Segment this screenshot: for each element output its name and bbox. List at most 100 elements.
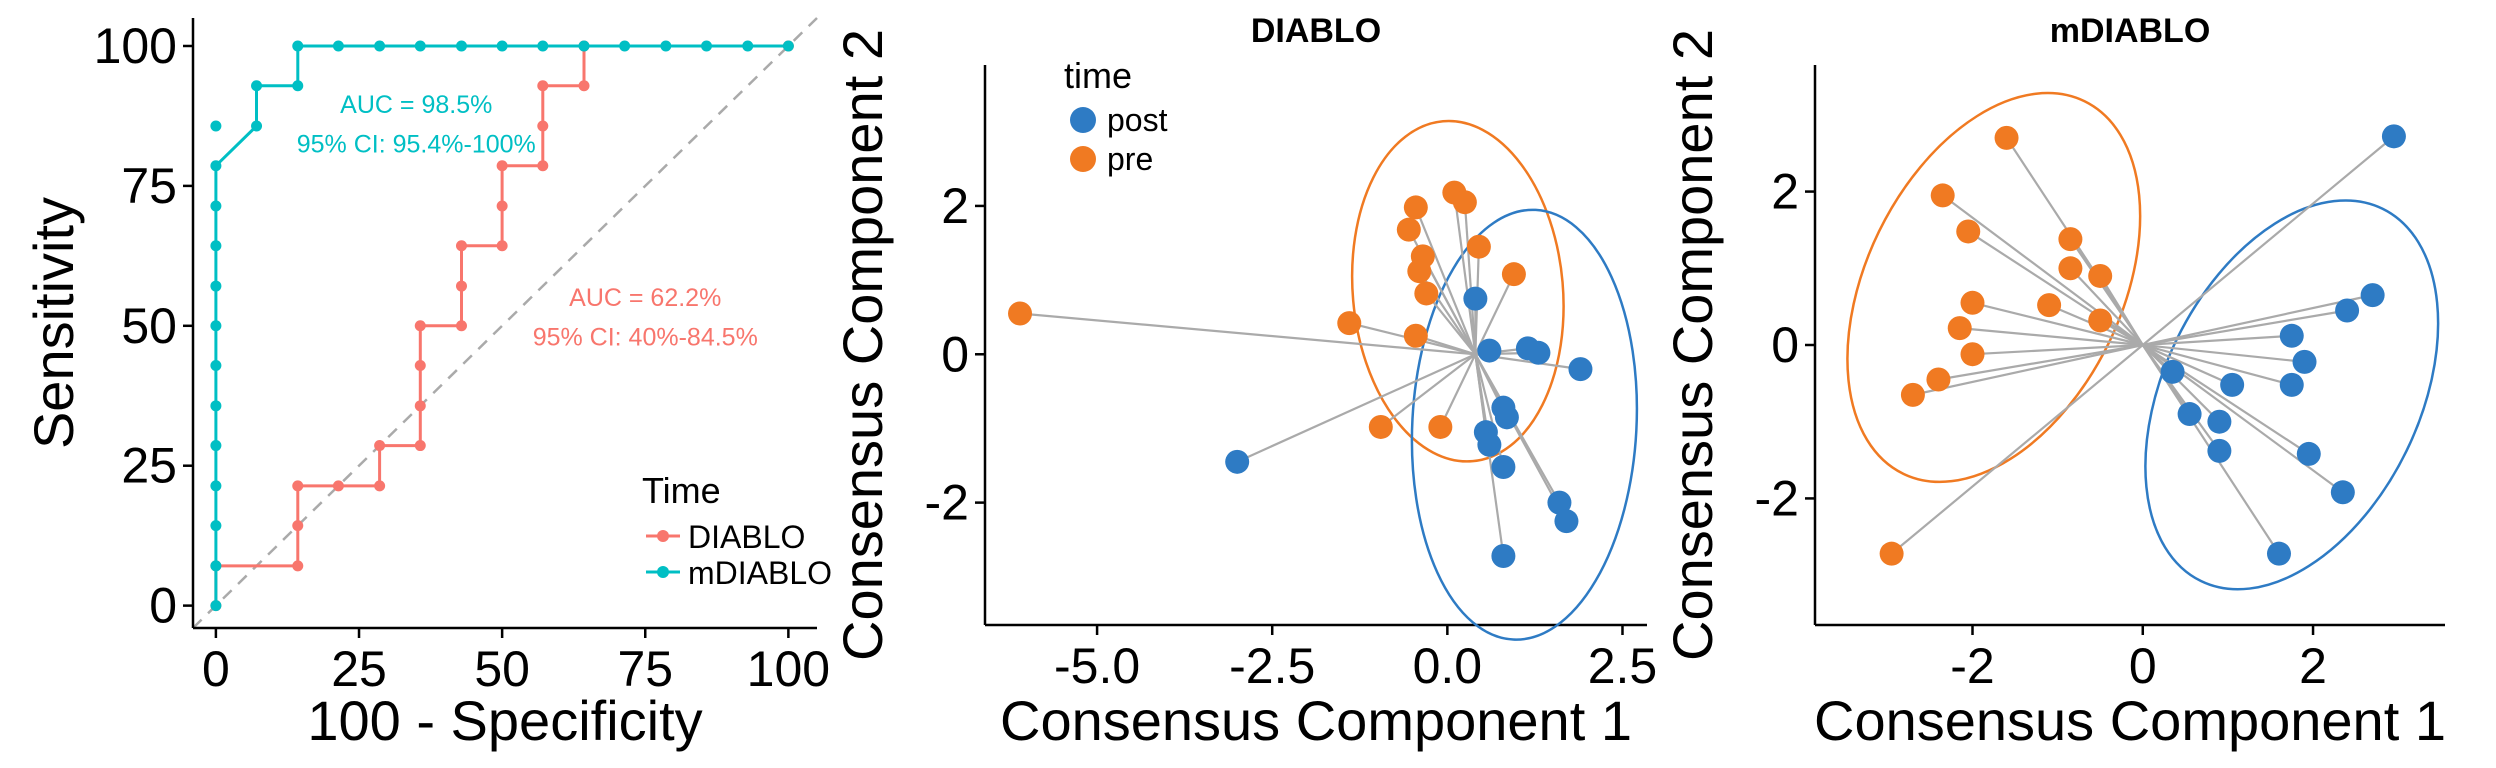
diablo-point-pre <box>1501 262 1526 287</box>
roc-y-tick-label: 100 <box>94 18 177 74</box>
roc-point-diablo <box>292 520 304 532</box>
diablo-segment-pre <box>1414 206 1477 355</box>
mdiablo-point-pre <box>1926 367 1951 392</box>
diablo-legend-label: pre <box>1107 141 1153 177</box>
mdiablo-point-pre <box>1900 382 1925 407</box>
roc-point-mdiablo <box>619 40 631 52</box>
mdiablo-point-pre <box>1947 316 1972 341</box>
diablo-legend-label: post <box>1107 102 1168 138</box>
mdiablo-segment-pre <box>1942 194 2144 346</box>
mdiablo-point-post <box>2296 441 2321 466</box>
mdiablo-point-post <box>2266 541 2291 566</box>
roc-point-mdiablo <box>537 40 549 52</box>
diablo-segment-pre <box>1453 192 1477 355</box>
roc-y-tick-label: 75 <box>121 158 177 214</box>
mdiablo-segment-pre <box>1912 343 2144 396</box>
diablo-segment-pre <box>1425 292 1477 355</box>
mdiablo-segment-pre <box>1938 343 2143 381</box>
roc-point-diablo <box>578 80 590 92</box>
roc-point-mdiablo <box>210 240 222 252</box>
mdiablo-segment-pre <box>2099 275 2144 346</box>
mdiablo-point-post <box>2207 438 2232 463</box>
roc-point-diablo <box>414 440 426 452</box>
roc-point-diablo <box>455 280 467 292</box>
diablo-point-pre <box>1403 195 1428 220</box>
roc-point-diablo <box>292 480 304 492</box>
roc-x-tick-label: 50 <box>474 641 530 697</box>
diablo-segment-pre <box>1474 273 1515 355</box>
diablo-point-pre <box>1403 323 1428 348</box>
diablo-point-pre <box>1466 234 1491 259</box>
roc-line-mdiablo <box>214 44 789 606</box>
roc-point-mdiablo <box>414 40 426 52</box>
diablo-segment-pre <box>1439 353 1477 428</box>
mdiablo-point-post <box>2330 480 2355 505</box>
mdiablo-point-pre <box>1930 183 1955 208</box>
roc-point-diablo <box>537 120 549 132</box>
mdiablo-segment-post <box>2141 344 2221 423</box>
roc-line-diablo <box>214 44 789 606</box>
diablo-point-post <box>1477 338 1502 363</box>
roc-point-diablo <box>414 320 426 332</box>
mdiablo-segment-post <box>2142 343 2233 386</box>
auc-label-diablo: AUC = 62.2% <box>569 284 721 312</box>
diablo-point-pre <box>1368 414 1393 439</box>
roc-point-mdiablo <box>455 40 467 52</box>
diablo-legend-key <box>1070 146 1096 172</box>
mdiablo-point-post <box>2177 402 2202 427</box>
diablo-point-post <box>1477 432 1502 457</box>
roc-point-mdiablo <box>251 80 263 92</box>
mdiablo-point-pre <box>2058 256 2083 281</box>
diablo-segment-post <box>1236 353 1476 463</box>
diablo-point-post <box>1225 449 1250 474</box>
diablo-legend-key <box>1070 107 1096 133</box>
diablo-ellipse-post <box>1410 208 1639 641</box>
diablo-segment-post <box>1474 353 1568 522</box>
roc-x-tick-label: 25 <box>331 641 387 697</box>
mdiablo-point-pre <box>1956 219 1981 244</box>
roc-point-diablo <box>374 440 386 452</box>
roc-point-mdiablo <box>210 520 222 532</box>
diablo-point-post <box>1568 357 1593 382</box>
roc-point-diablo <box>537 80 549 92</box>
diablo-y-axis-title: Consensus Component 2 <box>831 29 894 661</box>
roc-point-mdiablo <box>251 120 263 132</box>
diablo-x-tick-label: 2.5 <box>1588 638 1658 694</box>
roc-point-diablo <box>455 240 467 252</box>
mdiablo-y-tick-label: 0 <box>1771 317 1799 373</box>
roc-point-diablo <box>455 320 467 332</box>
mdiablo-segment-pre <box>1972 301 2144 347</box>
roc-legend-title: Time <box>642 470 721 511</box>
mdiablo-point-pre <box>2037 293 2062 318</box>
roc-point-diablo <box>414 400 426 412</box>
mdiablo-title: mDIABLO <box>2050 12 2211 50</box>
mdiablo-segment-post <box>2142 135 2395 346</box>
diablo-point-post <box>1491 455 1516 480</box>
roc-point-mdiablo <box>578 40 590 52</box>
mdiablo-ellipse-pre <box>1846 91 2142 484</box>
mdiablo-segment-pre <box>2069 267 2144 346</box>
roc-y-axis-title: Sensitivity <box>22 197 85 449</box>
mdiablo-point-pre <box>2088 308 2113 333</box>
mdiablo-point-post <box>2207 409 2232 434</box>
diablo-y-tick-label: 2 <box>941 178 969 234</box>
mdiablo-y-tick-label: 2 <box>1771 164 1799 220</box>
mdiablo-x-axis-title: Consensus Component 1 <box>1814 689 2446 752</box>
diablo-point-post <box>1547 490 1572 515</box>
mdiablo-point-post <box>2220 372 2245 397</box>
mdiablo-segment-post <box>2142 343 2305 363</box>
diablo-point-pre <box>1414 281 1439 306</box>
roc-point-mdiablo <box>210 360 222 372</box>
roc-point-diablo <box>374 480 386 492</box>
roc-point-diablo <box>414 360 426 372</box>
roc-panel: 0 25 50 75 100 0 25 50 75 100 100 - Specificity Sen… <box>22 17 832 752</box>
mdiablo-point-post <box>2292 349 2317 374</box>
roc-y-tick-label: 25 <box>121 438 177 494</box>
diablo-segment-pre <box>1463 202 1477 355</box>
ci-label-mdiablo: 95% CI: 95.4%-100% <box>297 130 536 158</box>
mdiablo-segment-pre <box>1972 343 2143 356</box>
mdiablo-y-axis-title: Consensus Component 2 <box>1661 29 1724 661</box>
roc-point-mdiablo <box>210 160 222 172</box>
